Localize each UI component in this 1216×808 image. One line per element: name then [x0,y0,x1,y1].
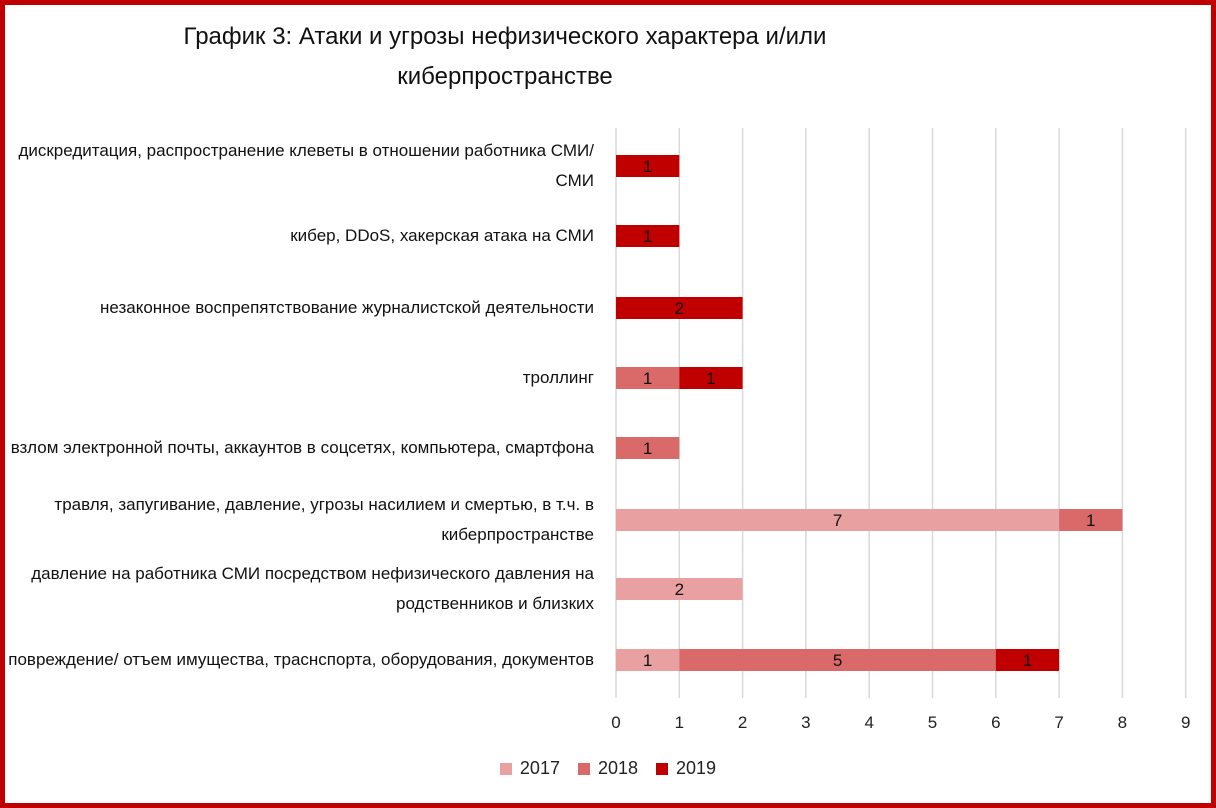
legend-item-2019: 2019 [656,758,716,779]
category-label: взлом электронной почты, аккаунтов в соц… [10,438,594,457]
data-label: 1 [643,157,652,176]
x-tick-label: 2 [738,713,747,732]
x-tick-label: 7 [1054,713,1063,732]
data-label: 1 [643,439,652,458]
bar-2017 [616,509,1060,531]
legend-label: 2019 [676,758,717,778]
bar-2017 [616,578,743,600]
bar-2018 [616,367,680,389]
data-label: 1 [643,227,652,246]
category-label: кибер, DDoS, хакерская атака на СМИ [290,226,594,245]
data-label: 2 [675,580,684,599]
bar-2019 [616,155,680,177]
data-label: 2 [675,299,684,318]
legend-swatch [577,762,590,775]
bar-2019 [995,649,1060,671]
legend-swatch [499,762,512,775]
legend-item-2017: 2017 [499,758,560,779]
data-label: 1 [1086,511,1095,530]
bar-2018 [1059,509,1123,531]
x-tick-label: 3 [801,713,810,732]
data-label: 1 [1023,651,1032,670]
x-tick-label: 5 [928,713,937,732]
legend-label: 2018 [597,758,639,778]
data-label: 1 [706,369,715,388]
x-tick-label: 6 [991,713,1000,732]
category-label: травля, запугивание, давление, угрозы на… [54,495,594,544]
x-tick-label: 0 [611,713,620,732]
x-tick-label: 4 [864,713,873,732]
bar-2019 [679,367,743,389]
data-label: 1 [643,369,652,388]
x-tick-label: 1 [675,713,684,732]
data-label: 7 [833,511,842,530]
category-label: давление на работника СМИ посредством не… [31,564,594,613]
bar-2018 [616,437,680,459]
category-label: дискредитация, распространение клеветы в… [18,141,594,190]
category-label: незаконное воспрепятствование журналистс… [99,298,594,317]
bar-2019 [616,225,680,247]
bar-2017 [616,649,680,671]
legend-item-2018: 2018 [577,758,639,779]
bar-2018 [679,649,996,671]
data-label: 1 [643,651,652,670]
chart-title: График 3: Атаки и угрозы нефизического х… [183,23,827,90]
bar-2019 [616,297,743,319]
x-tick-label: 8 [1118,713,1127,732]
category-label: троллинг [522,368,594,387]
legend-label: 2017 [519,758,560,778]
category-label: повреждение/ отъем имущества, трасн­спор… [8,650,594,669]
legend-swatch [656,762,669,775]
x-tick-label: 9 [1181,713,1190,732]
chart-legend: 2017 2018 2019 [0,758,1216,779]
data-label: 5 [833,651,842,670]
